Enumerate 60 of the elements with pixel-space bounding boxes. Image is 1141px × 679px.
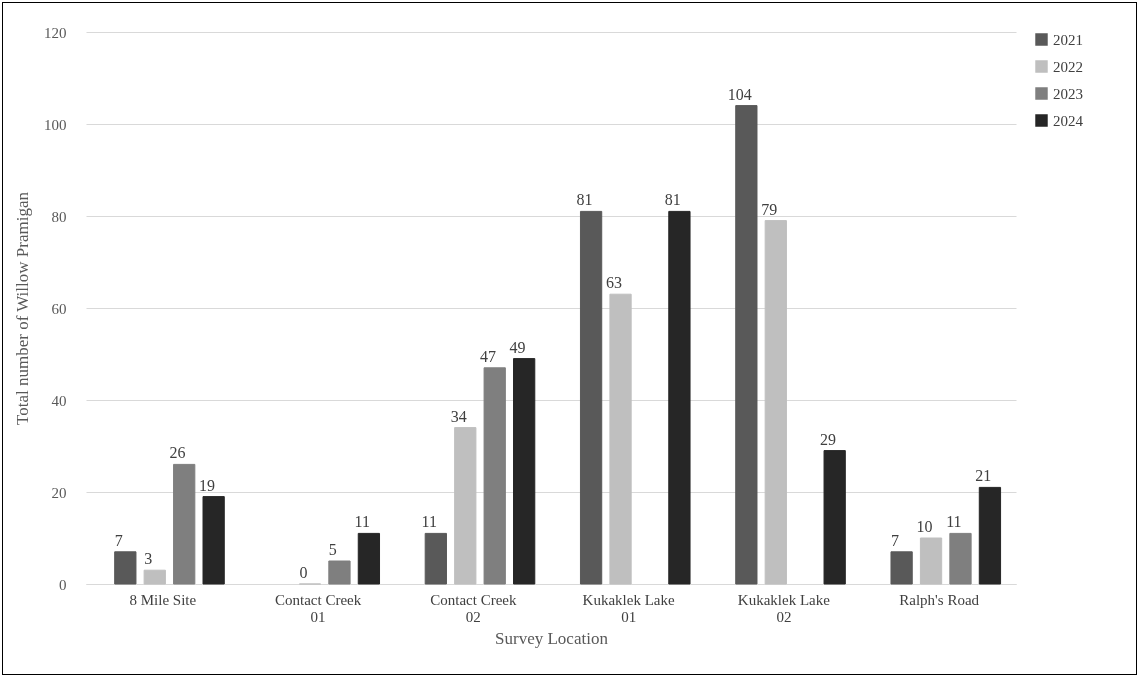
data-label: 47 [480,347,497,365]
y-tick-label: 40 [51,392,67,409]
data-label: 49 [509,338,526,356]
data-label: 81 [664,191,681,209]
data-label: 63 [605,274,622,292]
data-label: 0 [299,564,308,581]
bar [173,463,196,585]
bar [202,496,225,585]
bar [143,569,166,585]
y-tick-label: 120 [44,24,67,41]
bar [735,105,758,585]
legend-label: 2023 [1053,85,1083,102]
bar [823,450,846,585]
x-tick-label: Kukaklek Lake 01 [582,591,675,625]
x-tick-label: Ralph's Road [899,591,980,608]
data-label: 29 [820,430,837,448]
legend-label: 2022 [1053,58,1083,75]
bar [328,560,351,585]
data-label: 7 [114,531,123,549]
x-tick-label: Contact Creek 01 [274,591,362,625]
y-tick-label: 100 [44,116,67,133]
data-label: 5 [328,541,337,558]
bar [890,551,913,585]
bar [424,532,447,585]
data-label: 11 [354,513,370,531]
x-tick-label: 8 Mile Site [129,591,197,608]
data-label: 79 [761,200,778,218]
bar [609,293,632,585]
x-tick-label: Kukaklek Lake 02 [737,591,831,625]
x-axis-title: Survey Location [495,628,609,648]
data-label: 34 [450,407,467,425]
data-label: 10 [916,518,933,535]
bar [114,551,137,585]
bar [579,210,603,585]
bar [513,358,536,585]
y-tick-label: 80 [51,208,67,225]
x-tick-label: Contact Creek 02 [430,591,517,625]
y-axis-title: Total number of Willow Pramigan [13,191,32,425]
legend-label: 2024 [1053,112,1084,129]
bar [454,427,477,585]
data-label: 21 [975,467,992,485]
bar [978,486,1002,585]
data-label: 19 [199,476,216,494]
data-label: 3 [144,550,153,568]
y-tick-label: 20 [51,484,67,501]
y-tick-label: 60 [51,300,67,317]
bar [483,367,506,585]
data-label: 11 [421,513,437,531]
data-label: 11 [946,513,962,531]
bar [357,532,381,585]
bar [949,532,972,585]
bar [764,220,787,585]
data-label: 26 [169,444,186,462]
data-label: 104 [727,85,752,103]
y-tick-label: 0 [59,576,67,593]
data-label: 7 [890,531,899,549]
bar [919,537,943,585]
legend-label: 2021 [1053,31,1083,48]
data-label: 81 [576,191,593,209]
bar [668,210,691,585]
